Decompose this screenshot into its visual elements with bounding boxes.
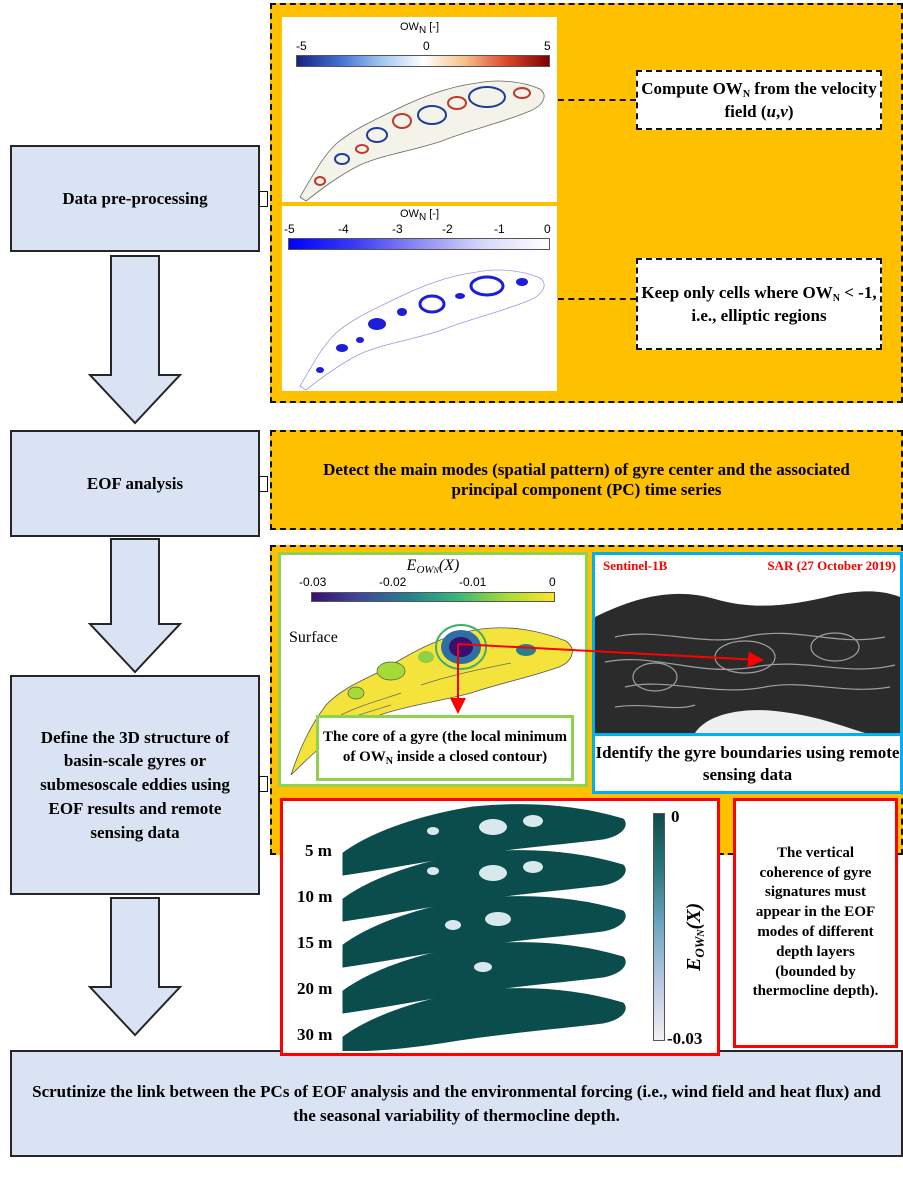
own-map2-basin bbox=[299, 269, 545, 391]
identify-boundaries-note: Identify the gyre boundaries using remot… bbox=[592, 736, 903, 794]
compute-own-note: Compute OWN from the velocity field (u,v… bbox=[636, 70, 882, 130]
depth-label-10m: 10 m bbox=[297, 887, 333, 906]
connector-tab bbox=[259, 776, 268, 792]
own-colorbar-diverging bbox=[296, 55, 550, 67]
own-map1-tick: -5 bbox=[296, 39, 307, 53]
sar-scene bbox=[595, 591, 900, 733]
eof-colorbar bbox=[311, 592, 555, 602]
depth-colorbar bbox=[653, 813, 665, 1041]
depth-colorbar-top: 0 bbox=[671, 807, 680, 826]
depth-label-15m: 15 m bbox=[297, 933, 333, 952]
depth-label-5m: 5 m bbox=[305, 841, 332, 860]
own-map1-tick: 0 bbox=[423, 39, 430, 53]
sar-date-label: SAR (27 October 2019) bbox=[767, 558, 896, 573]
own-elliptic-map: OWN [-] -5 -4 -3 -2 -1 0 bbox=[282, 206, 557, 391]
dashed-connector bbox=[558, 99, 636, 101]
gyre-core-note: The core of a gyre (the local minimum of… bbox=[316, 715, 574, 781]
own-map1-tick: 5 bbox=[544, 39, 551, 53]
own-map2-tick: -3 bbox=[392, 222, 403, 236]
own-map2-tick: -5 bbox=[284, 222, 295, 236]
step-data-preprocessing-label: Data pre-processing bbox=[62, 188, 208, 208]
step-eof-analysis: EOF analysis bbox=[10, 430, 260, 537]
connector-tab bbox=[259, 191, 268, 207]
own-map2-tick: 0 bbox=[544, 222, 551, 236]
own-map2-tick: -2 bbox=[442, 222, 453, 236]
eof-panel-text: Detect the main modes (spatial pattern) … bbox=[323, 460, 850, 499]
dashed-connector bbox=[558, 298, 636, 300]
vertical-coherence-note: The vertical coherence of gyre signature… bbox=[733, 798, 898, 1048]
sar-sentinel-label: Sentinel-1B bbox=[603, 558, 668, 573]
own-colorbar-blue bbox=[288, 238, 550, 250]
eof-map-tick: -0.01 bbox=[459, 575, 487, 589]
eof-map-tick: -0.03 bbox=[299, 575, 327, 589]
depth-colorbar-label: EOWN(X) bbox=[683, 902, 707, 971]
sar-image: Sentinel-1B SAR (27 October 2019) bbox=[592, 552, 903, 736]
keep-elliptic-note: Keep only cells where OWN < -1, i.e., el… bbox=[636, 258, 882, 350]
own-map2-tick: -1 bbox=[494, 222, 505, 236]
own-map2-tick: -4 bbox=[338, 222, 349, 236]
depth-colorbar-bottom: -0.03 bbox=[667, 1029, 703, 1048]
red-arrows bbox=[450, 643, 764, 714]
step-data-preprocessing: Data pre-processing bbox=[10, 145, 260, 252]
surface-label: Surface bbox=[289, 629, 338, 646]
connector-tab bbox=[259, 476, 268, 492]
eof-map-title: EOWN(X) bbox=[406, 557, 460, 576]
step-define-3d-label: Define the 3D structure of basin-scale g… bbox=[40, 727, 230, 842]
eof-map-tick: 0 bbox=[549, 575, 556, 589]
flow-arrow-3 bbox=[88, 897, 182, 1037]
own-map1-title: OWN [-] bbox=[399, 21, 440, 36]
flow-arrow-1 bbox=[88, 255, 182, 425]
own-map2-title: OWN [-] bbox=[399, 208, 440, 223]
step-eof-analysis-label: EOF analysis bbox=[86, 473, 184, 493]
step-scrutinize-label: Scrutinize the link between the PCs of E… bbox=[32, 1081, 881, 1125]
depth-layers-stack bbox=[342, 804, 626, 1051]
step-define-3d-structure: Define the 3D structure of basin-scale g… bbox=[10, 675, 260, 895]
own-full-map: OWN [-] -5 0 5 bbox=[282, 17, 557, 202]
flow-arrow-2 bbox=[88, 538, 182, 674]
depth-label-30m: 30 m bbox=[297, 1025, 333, 1044]
depth-layers-figure: 5 m 10 m 15 m 20 m 30 m 0 -0.03 EOWN(X) bbox=[280, 798, 720, 1056]
own-map1-basin bbox=[299, 80, 545, 202]
step-scrutinize-link: Scrutinize the link between the PCs of E… bbox=[10, 1050, 903, 1157]
depth-label-20m: 20 m bbox=[297, 979, 333, 998]
eof-map-tick: -0.02 bbox=[379, 575, 407, 589]
eof-panel: Detect the main modes (spatial pattern) … bbox=[270, 430, 903, 530]
